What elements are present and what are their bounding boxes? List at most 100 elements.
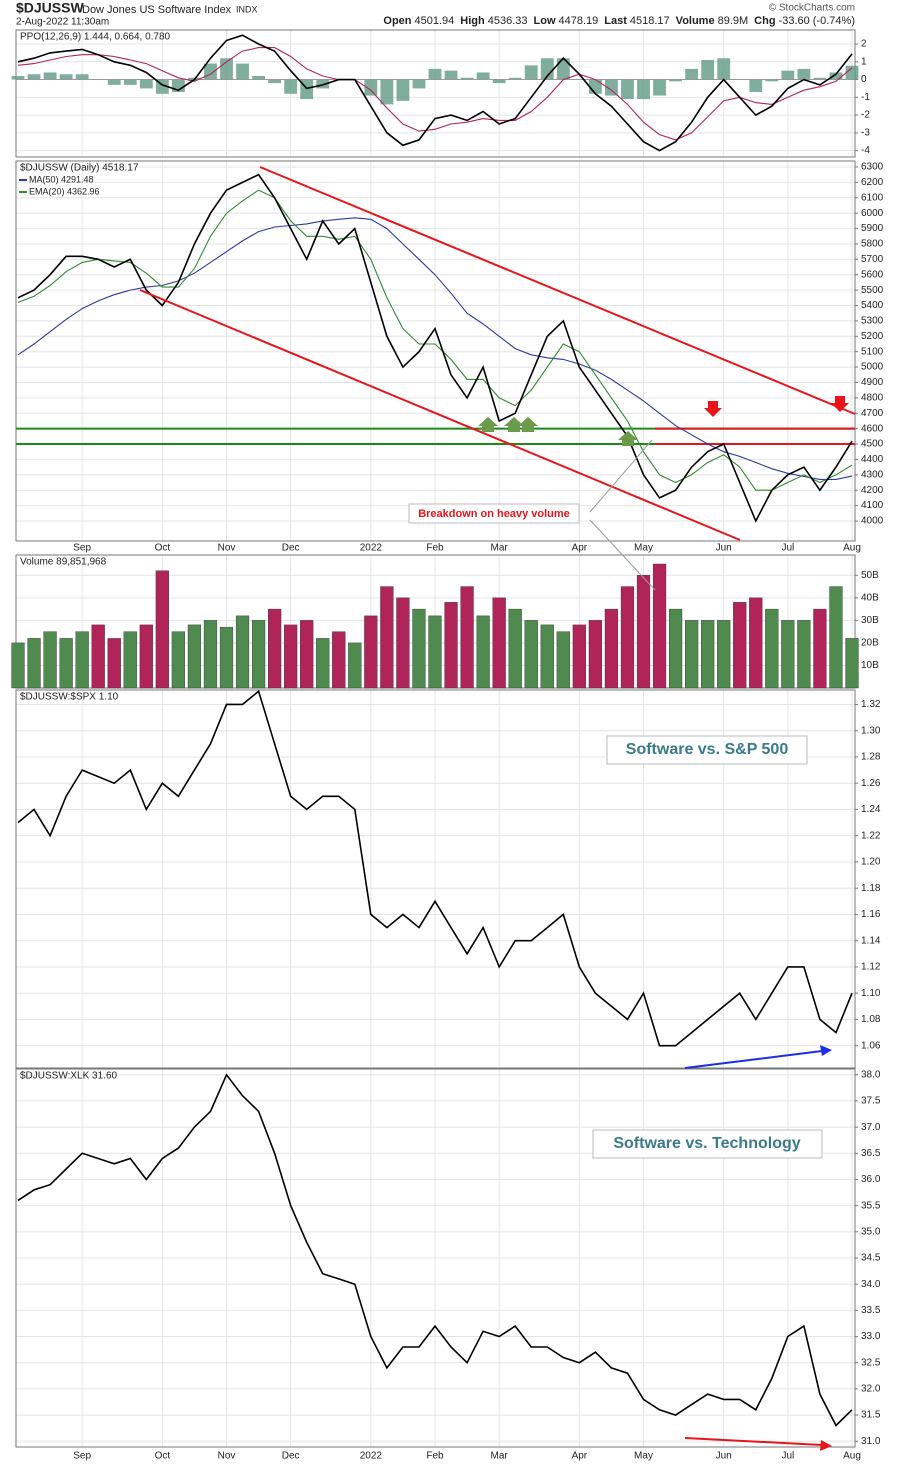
series-line <box>17 34 853 152</box>
y-tick-label: 36.0 <box>861 1174 881 1185</box>
y-tick-label: 5200 <box>861 331 884 342</box>
volume-bar <box>364 615 378 689</box>
x-tick-label: Nov <box>218 1451 236 1462</box>
panel-label: Volume 89,851,968 <box>20 557 107 568</box>
trend-line <box>139 289 741 541</box>
volume-bar <box>203 620 218 689</box>
x-tick-label: May <box>634 1451 653 1462</box>
y-tick-label: 33.5 <box>861 1305 881 1316</box>
volume-bar <box>781 620 795 689</box>
histogram-bar <box>11 76 25 80</box>
histogram-bar <box>588 79 602 94</box>
volume-bar <box>412 608 426 689</box>
volume-bar <box>380 586 394 689</box>
panel-label: PPO(12,26,9) 1.444, 0.664, 0.780 <box>20 32 171 43</box>
down-arrow <box>704 401 722 417</box>
y-tick-label: 37.5 <box>861 1096 881 1107</box>
volume-bar <box>572 624 586 689</box>
x-tick-label: Sep <box>73 543 91 554</box>
y-tick-label: 31.5 <box>861 1410 881 1421</box>
volume-bar <box>717 620 731 689</box>
volume-bar <box>428 615 442 689</box>
volume-bar <box>829 586 843 689</box>
y-tick-label: 40B <box>861 592 879 603</box>
y-tick-label: 2 <box>861 39 867 50</box>
volume-bar <box>620 586 635 689</box>
quote-value: 89.9M <box>718 15 749 27</box>
histogram-bar <box>364 79 378 96</box>
y-tick-label: 1.14 <box>861 935 881 946</box>
legend-entry: MA(50) 4291.48 <box>29 174 94 184</box>
callout-line <box>589 519 656 591</box>
volume-bar <box>300 620 314 689</box>
copyright: © StockCharts.com <box>769 3 855 14</box>
y-tick-label: 4200 <box>861 485 884 496</box>
histogram-bar <box>428 68 442 80</box>
histogram-bar <box>781 70 795 80</box>
volume-bar <box>187 624 202 689</box>
histogram-bar <box>316 79 330 89</box>
panel-frame <box>15 689 856 1069</box>
y-tick-label: 50B <box>861 570 879 581</box>
y-tick-label: 5100 <box>861 346 884 357</box>
histogram-bar <box>139 79 153 89</box>
volume-bar <box>685 620 699 689</box>
quote-value: 4518.17 <box>630 15 670 27</box>
y-tick-label: -1 <box>861 92 870 103</box>
y-tick-label: 1 <box>861 56 867 67</box>
y-tick-label: 5400 <box>861 300 884 311</box>
volume-bar <box>444 602 458 689</box>
x-tick-label: May <box>634 543 653 554</box>
volume-bar <box>588 620 603 689</box>
volume-bar <box>652 563 667 689</box>
quote-label: Open <box>383 15 411 27</box>
y-tick-label: 4900 <box>861 377 884 388</box>
quote-label: High <box>460 15 485 27</box>
histogram-bar <box>220 58 233 80</box>
up-arrow <box>504 417 524 432</box>
volume-bar <box>749 597 763 689</box>
histogram-bar <box>797 68 811 80</box>
x-tick-label: 2022 <box>360 1451 383 1462</box>
volume-bar <box>556 631 570 689</box>
y-tick-label: 4500 <box>861 439 884 450</box>
y-tick-label: 4700 <box>861 408 884 419</box>
volume-bar <box>508 608 522 689</box>
histogram-bar <box>556 58 570 80</box>
histogram-bar <box>380 79 394 105</box>
histogram-bar <box>621 79 634 100</box>
y-tick-label: 4400 <box>861 454 884 465</box>
y-tick-label: 5600 <box>861 269 884 280</box>
volume-bar <box>91 624 105 689</box>
histogram-bar <box>412 79 426 89</box>
volume-bar <box>524 620 538 689</box>
volume-bar <box>701 620 715 689</box>
annotation: Breakdown on heavy volume <box>418 508 570 520</box>
x-tick-label: Apr <box>572 543 588 554</box>
legend-entry: $DJUSSW (Daily) 4518.17 <box>20 163 139 174</box>
y-tick-label: 1.32 <box>861 699 881 710</box>
y-tick-label: 33.0 <box>861 1331 881 1342</box>
y-tick-label: 37.0 <box>861 1122 881 1133</box>
histogram-bar <box>43 72 57 80</box>
histogram-bar <box>508 77 522 80</box>
histogram-bar <box>637 79 650 100</box>
volume-bar <box>476 615 490 689</box>
y-tick-label: 6000 <box>861 208 884 219</box>
y-tick-label: 5300 <box>861 316 884 327</box>
volume-bar <box>540 624 554 689</box>
y-tick-label: 1.20 <box>861 857 881 868</box>
y-tick-label: 1.08 <box>861 1014 881 1025</box>
annotation: Software vs. S&P 500 <box>626 741 789 758</box>
quote-label: Low <box>534 15 556 27</box>
volume-bar <box>492 597 506 689</box>
x-tick-label: Dec <box>282 1451 300 1462</box>
x-tick-label: Mar <box>491 543 509 554</box>
histogram-bar <box>123 79 137 85</box>
volume-bar <box>797 620 811 689</box>
annotation-box <box>592 1129 823 1159</box>
histogram-bar <box>27 74 41 80</box>
y-tick-label: 6100 <box>861 192 884 203</box>
